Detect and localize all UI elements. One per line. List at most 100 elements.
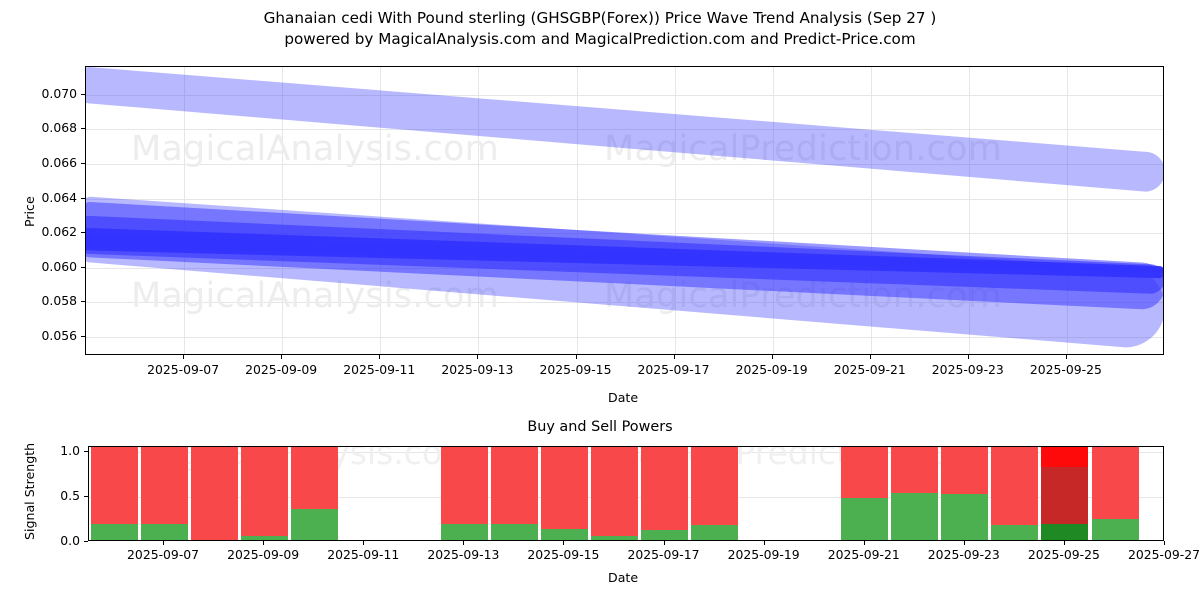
y-tick-label: 0.064 <box>11 190 77 205</box>
sell-power-segment <box>91 446 138 524</box>
y-tick-label: 0.056 <box>11 328 77 343</box>
x-tick <box>463 541 464 545</box>
x-tick <box>1164 541 1165 545</box>
sell-power-segment <box>1092 446 1139 519</box>
buy-power-segment <box>1092 519 1139 540</box>
signal-bar[interactable] <box>141 446 188 540</box>
sell-power-segment <box>941 446 988 494</box>
signal-bar[interactable] <box>891 446 938 540</box>
x-tick <box>281 355 282 359</box>
signal-bar[interactable] <box>1092 446 1139 540</box>
y-tick-label: 0.068 <box>11 120 77 135</box>
y-tick <box>81 232 85 233</box>
buy-power-segment <box>1041 524 1088 540</box>
buy-power-segment <box>241 536 288 540</box>
sell-power-segment <box>891 446 938 493</box>
sell-power-segment <box>641 446 688 530</box>
signal-bar[interactable] <box>1041 446 1088 540</box>
x-tick-label: 2025-09-27 <box>1104 547 1200 562</box>
signal-bar[interactable] <box>591 446 638 540</box>
y-tick <box>81 267 85 268</box>
x-tick <box>964 541 965 545</box>
y-tick <box>84 496 88 497</box>
x-tick <box>183 355 184 359</box>
wave-bands <box>86 67 1163 354</box>
chart-page: Ghanaian cedi With Pound sterling (GHSGB… <box>0 0 1200 600</box>
sell-power-segment <box>191 446 238 540</box>
signal-bar[interactable] <box>491 446 538 540</box>
sell-power-segment <box>991 446 1038 525</box>
title-line-2: powered by MagicalAnalysis.com and Magic… <box>0 29 1200 50</box>
x-tick <box>968 355 969 359</box>
signal-bar[interactable] <box>91 446 138 540</box>
x-tick <box>576 355 577 359</box>
price-wave-chart: MagicalAnalysis.com MagicalPrediction.co… <box>85 66 1164 355</box>
sell-power-peak-segment <box>1041 446 1088 467</box>
y-tick-label: 0.066 <box>11 155 77 170</box>
x-tick <box>363 541 364 545</box>
sell-power-segment <box>541 446 588 529</box>
x-tick <box>664 541 665 545</box>
signal-bar[interactable] <box>191 446 238 540</box>
buy-power-segment <box>491 524 538 540</box>
sell-power-segment <box>291 446 338 509</box>
bar-series <box>89 447 1163 540</box>
buy-power-segment <box>91 524 138 540</box>
title-line-1: Ghanaian cedi With Pound sterling (GHSGB… <box>0 8 1200 29</box>
buy-power-segment <box>841 498 888 540</box>
signal-bar[interactable] <box>641 446 688 540</box>
y-tick <box>81 336 85 337</box>
top-xlabel: Date <box>608 390 638 405</box>
signal-bar[interactable] <box>541 446 588 540</box>
x-tick <box>674 355 675 359</box>
buy-power-segment <box>941 494 988 541</box>
signal-bar[interactable] <box>291 446 338 540</box>
x-tick <box>864 541 865 545</box>
y-tick-label: 0.060 <box>11 259 77 274</box>
top-ylabel: Price <box>22 196 37 227</box>
sell-power-segment <box>1041 467 1088 524</box>
bottom-chart-title: Buy and Sell Powers <box>0 419 1200 435</box>
signal-bar[interactable] <box>241 446 288 540</box>
x-tick <box>764 541 765 545</box>
sell-power-segment <box>441 446 488 524</box>
buy-power-segment <box>441 524 488 540</box>
x-tick <box>477 355 478 359</box>
sell-power-segment <box>491 446 538 524</box>
y-tick <box>84 451 88 452</box>
y-tick <box>81 198 85 199</box>
x-tick <box>563 541 564 545</box>
wave-bands-svg <box>86 67 1164 355</box>
y-tick-label: 0.070 <box>11 86 77 101</box>
y-tick <box>81 128 85 129</box>
sell-power-segment <box>141 446 188 524</box>
x-tick <box>870 355 871 359</box>
x-tick <box>772 355 773 359</box>
x-tick <box>379 355 380 359</box>
buy-power-segment <box>291 509 338 540</box>
sell-power-segment <box>591 446 638 536</box>
buy-power-segment <box>891 493 938 541</box>
y-tick-label: 0.062 <box>11 224 77 239</box>
bottom-ylabel: Signal Strength <box>22 443 37 540</box>
signal-bar[interactable] <box>841 446 888 540</box>
buy-power-segment <box>991 525 1038 540</box>
x-tick <box>163 541 164 545</box>
signal-bar[interactable] <box>691 446 738 540</box>
buy-power-segment <box>141 524 188 540</box>
sell-power-segment <box>841 446 888 498</box>
bottom-xlabel: Date <box>608 570 638 585</box>
y-tick-label: 0.058 <box>11 293 77 308</box>
buy-sell-powers-chart: MagicalAnalysis.com MagicalPrediction.co… <box>88 446 1164 541</box>
y-tick <box>84 541 88 542</box>
page-title: Ghanaian cedi With Pound sterling (GHSGB… <box>0 8 1200 50</box>
y-tick <box>81 94 85 95</box>
signal-bar[interactable] <box>941 446 988 540</box>
sell-power-segment <box>691 446 738 525</box>
y-tick <box>81 301 85 302</box>
x-tick <box>263 541 264 545</box>
signal-bar[interactable] <box>991 446 1038 540</box>
wave-band <box>86 67 1164 192</box>
signal-bar[interactable] <box>441 446 488 540</box>
x-tick <box>1066 355 1067 359</box>
